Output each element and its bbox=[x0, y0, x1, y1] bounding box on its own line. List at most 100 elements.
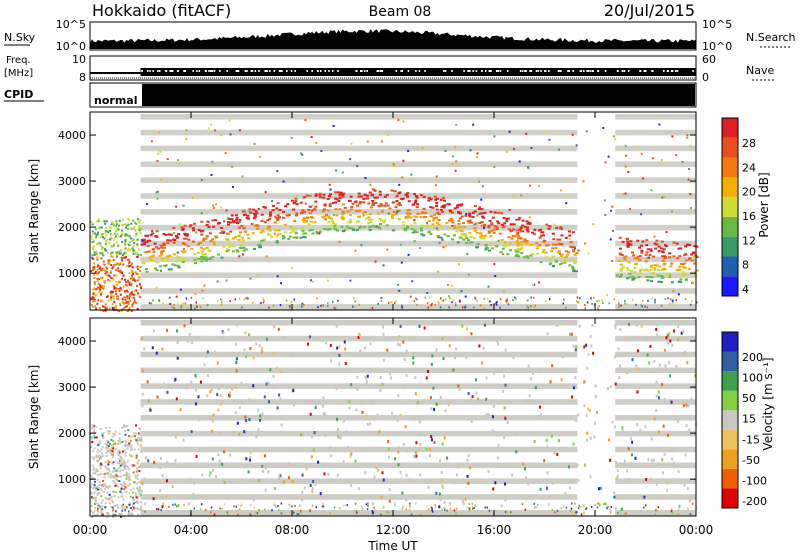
echo-cell bbox=[194, 402, 197, 406]
echo-cell bbox=[371, 188, 375, 191]
echo-cell bbox=[636, 239, 640, 242]
echo-cell bbox=[466, 327, 469, 331]
echo-cell bbox=[664, 245, 668, 248]
freq-tick bbox=[495, 70, 498, 72]
echo-cell bbox=[640, 244, 644, 247]
echo-cell bbox=[107, 299, 110, 302]
echo-cell bbox=[641, 299, 644, 302]
echo-cell bbox=[96, 460, 99, 463]
echo-cell bbox=[658, 123, 661, 126]
echo-cell bbox=[614, 355, 617, 359]
freq-tick bbox=[443, 70, 445, 72]
echo-cell bbox=[613, 495, 616, 499]
echo-cell bbox=[204, 237, 208, 240]
echo-cell bbox=[493, 228, 497, 231]
echo-cell bbox=[368, 213, 372, 216]
echo-cell bbox=[146, 380, 149, 384]
freq-tick bbox=[586, 70, 588, 72]
echo-cell bbox=[355, 408, 358, 412]
echo-cell bbox=[134, 438, 137, 441]
echo-cell bbox=[305, 480, 308, 484]
echo-cell bbox=[298, 513, 301, 516]
echo-cell bbox=[241, 175, 244, 178]
echo-cell bbox=[109, 496, 112, 499]
velocity-cbar-tick-label: 200 bbox=[742, 351, 763, 364]
echo-cell bbox=[100, 495, 103, 498]
echo-cell bbox=[410, 173, 413, 176]
echo-cell bbox=[367, 216, 371, 219]
echo-cell bbox=[636, 390, 639, 394]
echo-cell bbox=[136, 507, 139, 510]
echo-cell bbox=[652, 458, 655, 462]
echo-cell bbox=[639, 268, 643, 271]
echo-cell bbox=[245, 355, 248, 359]
echo-cell bbox=[274, 505, 277, 509]
echo-cell bbox=[480, 234, 484, 237]
echo-cell bbox=[95, 272, 98, 275]
echo-cell bbox=[559, 226, 563, 229]
echo-cell bbox=[91, 515, 94, 518]
echo-cell bbox=[328, 216, 332, 219]
echo-cell bbox=[652, 336, 655, 340]
echo-cell bbox=[124, 443, 127, 446]
echo-cell bbox=[638, 259, 642, 262]
echo-cell bbox=[424, 296, 427, 299]
echo-cell bbox=[468, 215, 472, 218]
echo-cell bbox=[127, 259, 130, 262]
echo-cell bbox=[405, 374, 408, 378]
echo-cell bbox=[416, 401, 419, 405]
echo-cell bbox=[204, 259, 208, 262]
freq-tick bbox=[560, 70, 562, 72]
echo-cell bbox=[577, 507, 580, 510]
echo-cell bbox=[196, 251, 200, 254]
echo-cell bbox=[371, 307, 374, 310]
echo-cell bbox=[186, 244, 190, 247]
echo-cell bbox=[669, 339, 672, 343]
echo-cell bbox=[439, 208, 443, 211]
echo-cell bbox=[301, 228, 305, 231]
echo-cell bbox=[391, 411, 394, 415]
echo-cell bbox=[217, 387, 220, 391]
echo-cell bbox=[169, 302, 172, 305]
echo-cell bbox=[419, 247, 422, 250]
echo-cell bbox=[110, 438, 113, 441]
echo-cell bbox=[106, 439, 109, 442]
echo-cell bbox=[132, 277, 135, 280]
echo-cell bbox=[572, 344, 575, 348]
echo-cell bbox=[275, 367, 278, 371]
echo-cell bbox=[261, 412, 264, 416]
echo-cell bbox=[105, 505, 108, 508]
echo-cell bbox=[640, 251, 644, 254]
echo-cell bbox=[656, 334, 659, 338]
echo-cell bbox=[431, 507, 433, 510]
echo-cell bbox=[193, 481, 196, 485]
echo-cell bbox=[411, 203, 415, 206]
echo-cell bbox=[381, 471, 384, 475]
echo-cell bbox=[409, 216, 413, 219]
echo-cell bbox=[655, 239, 659, 242]
echo-cell bbox=[635, 364, 638, 368]
freq-tick bbox=[264, 70, 266, 72]
echo-cell bbox=[549, 380, 552, 384]
echo-cell bbox=[131, 239, 134, 242]
echo-cell bbox=[107, 231, 110, 234]
echo-cell bbox=[197, 258, 201, 261]
echo-cell bbox=[135, 456, 138, 459]
echo-cell bbox=[342, 460, 345, 464]
echo-cell bbox=[118, 437, 121, 440]
echo-cell bbox=[139, 219, 142, 222]
echo-cell bbox=[282, 237, 286, 240]
echo-cell bbox=[476, 214, 479, 217]
echo-cell bbox=[232, 245, 236, 248]
echo-cell bbox=[259, 414, 262, 418]
echo-cell bbox=[385, 224, 389, 227]
echo-cell bbox=[433, 407, 436, 411]
noise-left-tick-bottom: 10^0 bbox=[56, 40, 86, 53]
echo-cell bbox=[401, 505, 404, 508]
echo-cell bbox=[457, 263, 460, 266]
echo-cell bbox=[114, 263, 117, 266]
echo-cell bbox=[131, 247, 134, 250]
echo-cell bbox=[92, 467, 95, 470]
echo-cell bbox=[128, 477, 131, 480]
echo-cell bbox=[181, 260, 185, 263]
